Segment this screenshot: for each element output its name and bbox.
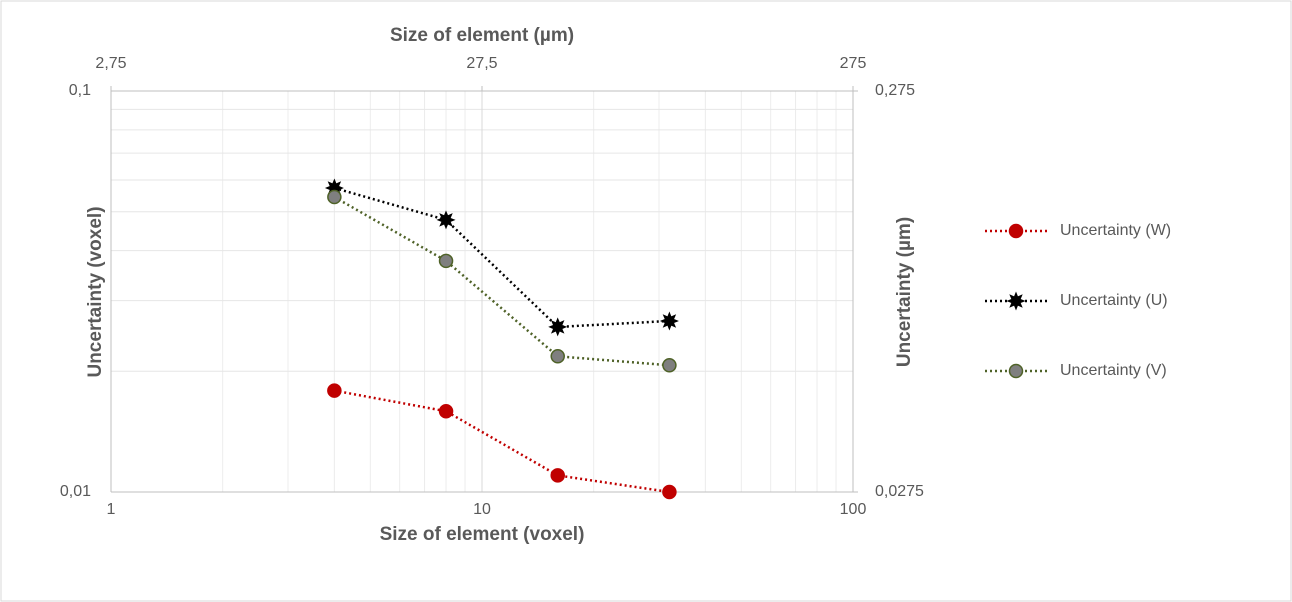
- x2-tick-label: 2,75: [95, 55, 126, 72]
- marker: [438, 253, 454, 269]
- x-tick-label: 100: [840, 501, 867, 518]
- y-tick-label: 0,1: [69, 82, 91, 99]
- series-line: [333, 195, 670, 367]
- marker: [548, 317, 568, 337]
- legend-marker: [1008, 223, 1024, 239]
- legend-marker: [1008, 363, 1024, 379]
- marker: [327, 383, 342, 398]
- x2-tick-label: 275: [840, 55, 867, 72]
- marker: [550, 349, 565, 364]
- marker: [438, 403, 454, 419]
- marker: [662, 358, 677, 373]
- series-line: [334, 186, 670, 329]
- y2-tick-label: 0,275: [875, 82, 915, 99]
- marker: [662, 484, 677, 500]
- marker: [659, 311, 679, 331]
- marker: [327, 189, 342, 205]
- y-tick-label: 0,01: [60, 483, 91, 500]
- legend-label: Uncertainty (U): [1060, 292, 1168, 309]
- marker: [436, 210, 456, 230]
- y2-tick-label: 0,0275: [875, 483, 924, 500]
- legend-label: Uncertainty (V): [1060, 362, 1167, 379]
- marker: [550, 468, 565, 483]
- x2-tick-label: 27,5: [466, 55, 497, 72]
- legend-marker: [1006, 291, 1026, 311]
- x2-axis-title: Size of element (µm): [390, 25, 574, 46]
- x-axis-title: Size of element (voxel): [380, 524, 585, 545]
- legend-label: Uncertainty (W): [1060, 222, 1171, 239]
- series-line: [334, 389, 670, 494]
- y-axis-title: Uncertainty (voxel): [85, 206, 106, 377]
- x-tick-label: 1: [107, 501, 116, 518]
- x-tick-label: 10: [473, 501, 491, 518]
- y2-axis-title: Uncertainty (µm): [894, 217, 915, 367]
